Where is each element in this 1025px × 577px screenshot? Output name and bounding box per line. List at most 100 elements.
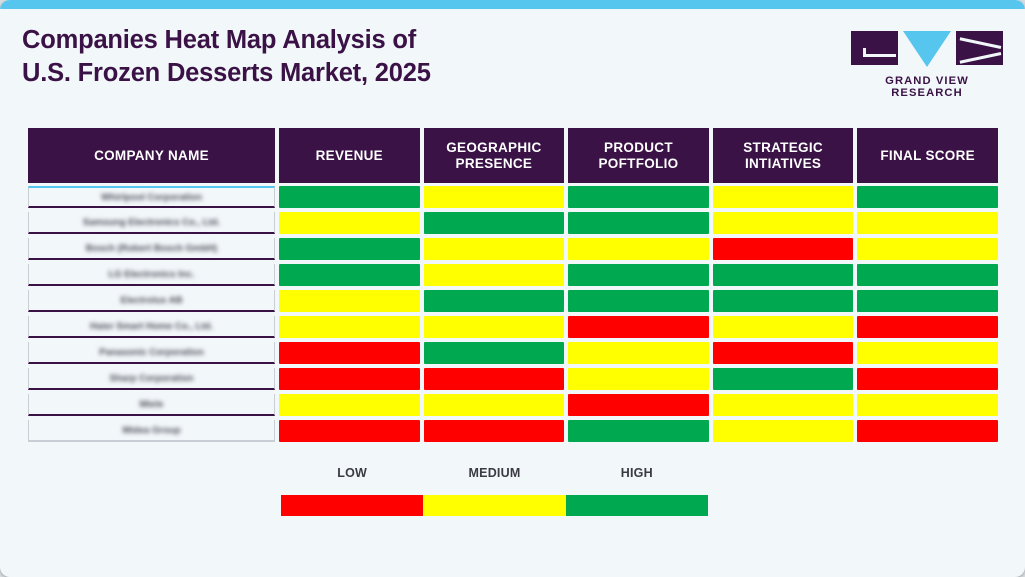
company-name-cell: Samsung Electronics Co., Ltd. [28, 212, 275, 234]
company-name-label: Haier Smart Home Co., Ltd. [90, 320, 213, 332]
heatmap-cell-geographic_presence [423, 212, 565, 234]
heatmap-cell-strategic_initiatives [712, 394, 854, 416]
heatmap-cell-strategic_initiatives [712, 342, 854, 364]
table-body: Whirlpool Corporation Samsung Electronics… [28, 186, 998, 442]
heatmap-cell-final_score [857, 186, 998, 208]
heatmap-cell-final_score [857, 212, 998, 234]
heatmap-cell-geographic_presence [423, 368, 565, 390]
heatmap-cell-final_score [857, 316, 998, 338]
heatmap-cell-geographic_presence [423, 420, 565, 442]
table-row: LG Electronics Inc. [28, 264, 998, 286]
company-name-label: Samsung Electronics Co., Ltd. [82, 216, 221, 228]
column-header-strategic-initiatives: STRATEGIC INTIATIVES [712, 128, 854, 183]
table-row: Electrolux AB [28, 290, 998, 312]
column-header-geographic-presence: GEOGRAPHIC PRESENCE [423, 128, 565, 183]
table-row: Whirlpool Corporation [28, 186, 998, 208]
heatmap-cell-final_score [857, 342, 998, 364]
heatmap-cell-product_portfolio [568, 238, 709, 260]
heatmap-cell-strategic_initiatives [712, 420, 854, 442]
company-name-label: Panasonic Corporation [99, 346, 204, 358]
table-row: Samsung Electronics Co., Ltd. [28, 212, 998, 234]
heatmap-cell-product_portfolio [568, 394, 709, 416]
logo-v-triangle-icon [903, 31, 951, 67]
heatmap-cell-product_portfolio [568, 420, 709, 442]
heatmap-cell-revenue [279, 394, 420, 416]
company-name-cell: Electrolux AB [28, 290, 275, 312]
heatmap-cell-geographic_presence [423, 316, 565, 338]
heatmap-cell-strategic_initiatives [712, 368, 854, 390]
heatmap-cell-final_score [857, 420, 998, 442]
top-accent-bar [0, 0, 1025, 9]
table-row: Miele [28, 394, 998, 416]
page-title: Companies Heat Map Analysis of U.S. Froz… [22, 26, 431, 87]
heatmap-cell-revenue [279, 212, 420, 234]
heatmap-cell-product_portfolio [568, 264, 709, 286]
heatmap-cell-strategic_initiatives [712, 290, 854, 312]
logo-marks [851, 31, 1003, 69]
company-name-cell: Whirlpool Corporation [28, 186, 275, 208]
logo-g-icon [851, 31, 898, 65]
heatmap-cell-final_score [857, 368, 998, 390]
slide-header: Companies Heat Map Analysis of U.S. Froz… [0, 9, 1025, 114]
heatmap-cell-revenue [279, 342, 420, 364]
heatmap-cell-final_score [857, 290, 998, 312]
company-name-label: LG Electronics Inc. [108, 268, 195, 280]
company-name-label: Sharp Corporation [109, 372, 194, 384]
heatmap-cell-product_portfolio [568, 290, 709, 312]
legend-label-low: LOW [337, 466, 368, 480]
heatmap-cell-product_portfolio [568, 186, 709, 208]
legend-label-medium: MEDIUM [468, 466, 521, 480]
heatmap-cell-revenue [279, 264, 420, 286]
heatmap-cell-final_score [857, 264, 998, 286]
heatmap-cell-geographic_presence [423, 290, 565, 312]
heatmap-cell-final_score [857, 238, 998, 260]
heatmap-cell-geographic_presence [423, 238, 565, 260]
company-name-label: Miele [139, 398, 164, 410]
legend: LOW MEDIUM HIGH [281, 466, 708, 516]
table-header-row: COMPANY NAME REVENUE GEOGRAPHIC PRESENCE… [28, 128, 998, 183]
heatmap-cell-geographic_presence [423, 394, 565, 416]
heatmap-cell-revenue [279, 316, 420, 338]
table-row: Sharp Corporation [28, 368, 998, 390]
heatmap-cell-geographic_presence [423, 264, 565, 286]
logo-wordmark: GRAND VIEW RESEARCH [885, 75, 969, 99]
heatmap-table: COMPANY NAME REVENUE GEOGRAPHIC PRESENCE… [28, 128, 998, 446]
heatmap-cell-revenue [279, 290, 420, 312]
heatmap-cell-revenue [279, 368, 420, 390]
company-name-cell: Midea Group [28, 420, 275, 442]
company-name-cell: LG Electronics Inc. [28, 264, 275, 286]
brand-logo: GRAND VIEW RESEARCH [851, 31, 1003, 99]
legend-labels: LOW MEDIUM HIGH [281, 466, 708, 486]
company-name-label: Whirlpool Corporation [101, 191, 202, 203]
table-row: Haier Smart Home Co., Ltd. [28, 316, 998, 338]
legend-gradient-bar [281, 495, 708, 516]
legend-swatch-high [565, 495, 708, 516]
heatmap-cell-strategic_initiatives [712, 238, 854, 260]
company-name-cell: Sharp Corporation [28, 368, 275, 390]
heatmap-cell-product_portfolio [568, 368, 709, 390]
table-row: Midea Group [28, 420, 998, 442]
heatmap-cell-strategic_initiatives [712, 186, 854, 208]
heatmap-cell-revenue [279, 186, 420, 208]
heatmap-cell-product_portfolio [568, 316, 709, 338]
table-row: Bosch (Robert Bosch GmbH) [28, 238, 998, 260]
heatmap-cell-product_portfolio [568, 342, 709, 364]
heatmap-cell-strategic_initiatives [712, 264, 854, 286]
company-name-label: Electrolux AB [120, 294, 183, 306]
column-header-revenue: REVENUE [279, 128, 420, 183]
company-name-label: Bosch (Robert Bosch GmbH) [85, 242, 218, 254]
logo-r-icon [956, 31, 1003, 65]
company-name-cell: Panasonic Corporation [28, 342, 275, 364]
column-header-product-portfolio: PRODUCT POFTFOLIO [568, 128, 709, 183]
company-name-cell: Miele [28, 394, 275, 416]
heatmap-cell-strategic_initiatives [712, 212, 854, 234]
heatmap-cell-revenue [279, 238, 420, 260]
column-header-company: COMPANY NAME [28, 128, 275, 183]
legend-swatch-medium [423, 495, 566, 516]
heatmap-cell-final_score [857, 394, 998, 416]
heatmap-cell-strategic_initiatives [712, 316, 854, 338]
company-name-cell: Bosch (Robert Bosch GmbH) [28, 238, 275, 260]
legend-label-high: HIGH [620, 466, 653, 480]
heatmap-cell-product_portfolio [568, 212, 709, 234]
